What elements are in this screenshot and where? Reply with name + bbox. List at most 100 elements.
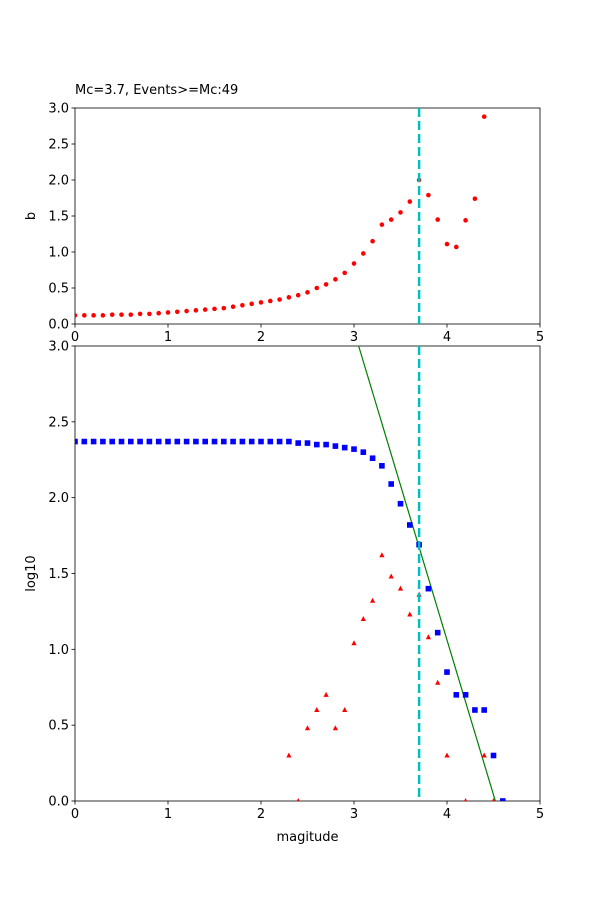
data-point-square — [500, 798, 506, 801]
data-point-circle — [407, 199, 413, 204]
data-point-square — [146, 438, 153, 445]
data-point-square — [332, 443, 339, 449]
data-point-circle — [193, 308, 199, 313]
data-point-circle — [277, 297, 282, 302]
x-tick-label: 4 — [443, 330, 451, 345]
data-point-circle — [361, 251, 366, 256]
data-point-circle — [351, 261, 357, 266]
data-point-circle — [444, 241, 450, 247]
data-point-triangle — [407, 611, 413, 617]
data-point-circle — [398, 210, 403, 215]
x-tick-label: 0 — [71, 807, 79, 822]
data-point-circle — [212, 306, 217, 312]
data-point-circle — [175, 309, 180, 315]
data-point-circle — [230, 304, 236, 310]
chart-title: Mc=3.7, Events>=Mc:49 — [75, 83, 238, 98]
data-point-square — [351, 446, 357, 452]
data-point-circle — [91, 313, 96, 318]
data-point-square — [100, 438, 106, 445]
data-point-circle — [388, 217, 394, 222]
data-point-circle — [147, 311, 152, 317]
data-point-triangle — [397, 585, 404, 591]
data-point-circle — [128, 312, 134, 317]
fit-line — [358, 346, 496, 801]
data-point-circle — [156, 310, 161, 316]
data-point-square — [295, 440, 301, 446]
x-tick-label: 2 — [257, 807, 265, 822]
x-tick-label: 1 — [164, 330, 172, 345]
data-point-circle — [119, 312, 124, 317]
y-tick-label: 0.0 — [48, 795, 69, 810]
data-point-circle — [370, 238, 375, 244]
x-tick-label: 3 — [350, 807, 358, 822]
data-point-triangle — [342, 707, 348, 712]
data-point-circle — [100, 313, 106, 318]
y-tick-label: 1.0 — [48, 246, 69, 261]
data-point-square — [360, 449, 367, 455]
x-tick-label: 0 — [71, 330, 79, 345]
data-point-circle — [295, 292, 301, 298]
y-tick-label: 0.5 — [48, 719, 69, 734]
data-point-triangle — [351, 640, 357, 646]
data-point-square — [81, 438, 88, 445]
data-point-circle — [258, 300, 264, 305]
data-point-circle — [240, 302, 245, 308]
data-point-triangle — [286, 752, 292, 758]
data-point-triangle — [296, 798, 300, 801]
data-point-square — [202, 438, 208, 445]
data-point-circle — [202, 307, 208, 312]
data-point-square — [230, 438, 236, 445]
y-axis-label: b — [24, 212, 39, 220]
data-point-square — [239, 438, 246, 445]
data-point-square — [490, 752, 497, 759]
data-point-triangle — [425, 634, 431, 640]
data-point-square — [248, 438, 255, 445]
data-point-circle — [305, 290, 310, 295]
data-point-triangle — [444, 752, 450, 758]
x-tick-label: 5 — [536, 330, 544, 345]
y-tick-label: 1.0 — [48, 643, 69, 658]
data-point-square — [286, 438, 292, 445]
x-tick-label: 2 — [257, 330, 265, 345]
y-tick-label: 1.5 — [48, 567, 69, 582]
plot-area — [75, 346, 506, 801]
data-point-square — [379, 463, 385, 469]
data-point-square — [314, 441, 320, 448]
data-point-triangle — [360, 616, 366, 621]
data-point-square — [388, 481, 394, 487]
data-point-circle — [333, 277, 338, 282]
x-tick-label: 5 — [536, 807, 544, 822]
data-point-triangle — [388, 573, 394, 579]
data-point-circle — [221, 305, 227, 311]
data-point-circle — [137, 311, 143, 317]
data-point-triangle — [435, 679, 441, 685]
data-point-triangle — [314, 707, 320, 712]
data-point-circle — [184, 308, 189, 314]
data-point-circle — [165, 310, 171, 315]
y-tick-label: 3.0 — [48, 340, 69, 355]
data-point-circle — [249, 301, 254, 307]
data-point-square — [118, 438, 125, 445]
b-value-plot: 0 1 2 3 4 5 0.0 0.5 1.0 1.5 2.0 2.5 3.0 Mc=3.7, Event… — [24, 83, 544, 345]
data-point-square — [369, 455, 376, 462]
data-point-square — [174, 438, 181, 445]
data-point-circle — [472, 196, 478, 202]
data-point-square — [193, 438, 199, 445]
data-point-square — [323, 441, 329, 448]
data-point-circle — [82, 313, 87, 318]
data-point-circle — [435, 217, 441, 222]
data-point-square — [472, 707, 478, 713]
data-point-square — [397, 500, 404, 507]
x-tick-label: 1 — [164, 807, 172, 822]
data-point-square — [90, 438, 97, 445]
data-point-triangle — [464, 798, 468, 801]
data-point-square — [341, 444, 348, 451]
data-point-square — [183, 438, 190, 445]
data-point-square — [258, 438, 264, 445]
data-point-square — [425, 585, 432, 592]
data-point-circle — [268, 298, 273, 304]
y-tick-label: 3.0 — [48, 102, 69, 117]
data-point-circle — [342, 270, 348, 276]
data-point-square — [75, 438, 78, 445]
